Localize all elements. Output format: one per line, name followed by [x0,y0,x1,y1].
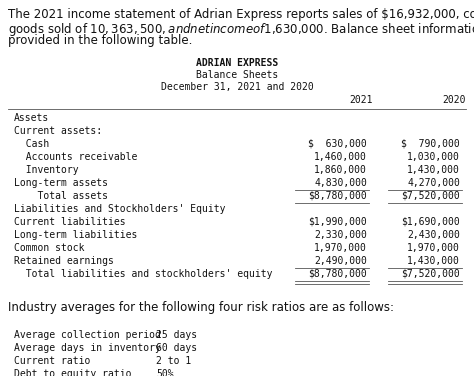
Text: 1,860,000: 1,860,000 [314,165,367,175]
Text: goods sold of $10,363,500, and net income of $1,630,000. Balance sheet informati: goods sold of $10,363,500, and net incom… [8,21,474,38]
Text: Average days in inventory: Average days in inventory [14,343,161,353]
Text: 1,030,000: 1,030,000 [407,152,460,162]
Text: 1,970,000: 1,970,000 [407,243,460,253]
Text: Retained earnings: Retained earnings [14,256,114,266]
Text: Cash: Cash [14,139,49,149]
Text: Industry averages for the following four risk ratios are as follows:: Industry averages for the following four… [8,301,394,314]
Text: $7,520,000: $7,520,000 [401,191,460,201]
Text: Debt to equity ratio: Debt to equity ratio [14,369,131,376]
Text: 2,490,000: 2,490,000 [314,256,367,266]
Text: Liabilities and Stockholders' Equity: Liabilities and Stockholders' Equity [14,204,226,214]
Text: $  630,000: $ 630,000 [308,139,367,149]
Text: 60 days: 60 days [156,343,197,353]
Text: ADRIAN EXPRESS: ADRIAN EXPRESS [196,58,278,68]
Text: Inventory: Inventory [14,165,79,175]
Text: The 2021 income statement of Adrian Express reports sales of $16,932,000, cost o: The 2021 income statement of Adrian Expr… [8,8,474,21]
Text: Balance Sheets: Balance Sheets [196,70,278,80]
Text: 25 days: 25 days [156,330,197,340]
Text: Long-term assets: Long-term assets [14,178,108,188]
Text: $1,690,000: $1,690,000 [401,217,460,227]
Text: Long-term liabilities: Long-term liabilities [14,230,137,240]
Text: Total assets: Total assets [14,191,108,201]
Text: Accounts receivable: Accounts receivable [14,152,137,162]
Text: provided in the following table.: provided in the following table. [8,34,192,47]
Text: 2 to 1: 2 to 1 [156,356,191,366]
Text: $1,990,000: $1,990,000 [308,217,367,227]
Text: $8,780,000: $8,780,000 [308,269,367,279]
Text: 1,430,000: 1,430,000 [407,165,460,175]
Text: 2020: 2020 [442,95,465,105]
Text: December 31, 2021 and 2020: December 31, 2021 and 2020 [161,82,313,92]
Text: 4,830,000: 4,830,000 [314,178,367,188]
Text: Current assets:: Current assets: [14,126,102,136]
Text: 4,270,000: 4,270,000 [407,178,460,188]
Text: Current liabilities: Current liabilities [14,217,126,227]
Text: 2,330,000: 2,330,000 [314,230,367,240]
Text: 2,430,000: 2,430,000 [407,230,460,240]
Text: 1,460,000: 1,460,000 [314,152,367,162]
Text: Total liabilities and stockholders' equity: Total liabilities and stockholders' equi… [14,269,273,279]
Text: Average collection period: Average collection period [14,330,161,340]
Text: 2021: 2021 [349,95,373,105]
Text: 1,970,000: 1,970,000 [314,243,367,253]
Text: Current ratio: Current ratio [14,356,91,366]
Text: $8,780,000: $8,780,000 [308,191,367,201]
Text: $  790,000: $ 790,000 [401,139,460,149]
Text: Common stock: Common stock [14,243,84,253]
Text: 1,430,000: 1,430,000 [407,256,460,266]
Text: 50%: 50% [156,369,173,376]
Text: $7,520,000: $7,520,000 [401,269,460,279]
Text: Assets: Assets [14,113,49,123]
